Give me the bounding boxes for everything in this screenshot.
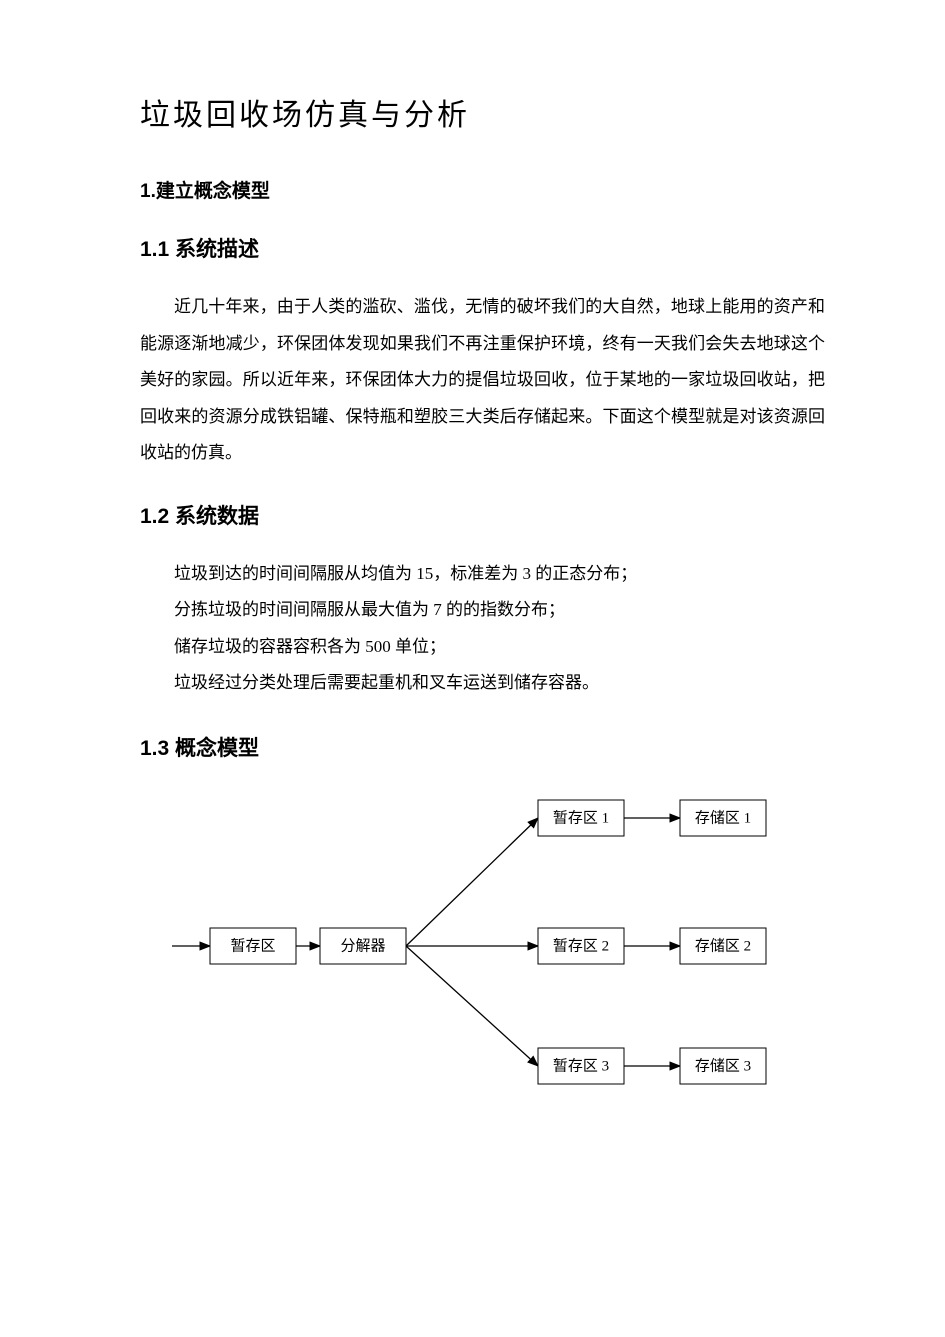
flow-node-label: 暂存区 1 (553, 809, 609, 826)
flow-edge (406, 818, 538, 946)
data-line: 垃圾经过分类处理后需要起重机和叉车运送到储存容器。 (140, 665, 825, 702)
flow-node-store1: 存储区 1 (680, 800, 766, 836)
section-1-heading: 1.建立概念模型 (140, 176, 825, 203)
flow-node-label: 存储区 3 (695, 1057, 751, 1074)
concept-diagram: 暂存区 分解器 暂存区 1 暂存区 2 暂存区 3 存储区 1 存储区 2 存储区 3 (160, 788, 820, 1098)
flow-node-label: 暂存区 3 (553, 1057, 609, 1074)
flow-node-label: 存储区 1 (695, 809, 751, 826)
flow-node-label: 暂存区 (230, 937, 275, 954)
flow-edge (406, 946, 538, 1066)
flow-node-label: 存储区 2 (695, 937, 751, 954)
flow-node-stage3: 暂存区 3 (538, 1048, 624, 1084)
flow-node-store3: 存储区 3 (680, 1048, 766, 1084)
section-1-2-heading: 1.2 系统数据 (140, 500, 825, 530)
data-line: 垃圾到达的时间间隔服从均值为 15，标准差为 3 的正态分布； (140, 556, 825, 593)
flow-node-label: 暂存区 2 (553, 937, 609, 954)
section-1-1-paragraph: 近几十年来，由于人类的滥砍、滥伐，无情的破坏我们的大自然，地球上能用的资产和能源… (140, 289, 825, 472)
page-title: 垃圾回收场仿真与分析 (140, 90, 825, 134)
section-1-3-heading: 1.3 概念模型 (140, 732, 825, 762)
flow-node-store2: 存储区 2 (680, 928, 766, 964)
flowchart-svg: 暂存区 分解器 暂存区 1 暂存区 2 暂存区 3 存储区 1 存储区 2 存储区 3 (160, 788, 820, 1098)
flow-node-stage2: 暂存区 2 (538, 928, 624, 964)
flow-node-label: 分解器 (340, 937, 385, 954)
flow-node-splitter: 分解器 (320, 928, 406, 964)
data-line: 分拣垃圾的时间间隔服从最大值为 7 的的指数分布； (140, 592, 825, 629)
flow-node-staging: 暂存区 (210, 928, 296, 964)
flow-node-stage1: 暂存区 1 (538, 800, 624, 836)
data-line: 储存垃圾的容器容积各为 500 单位； (140, 629, 825, 666)
section-1-1-heading: 1.1 系统描述 (140, 233, 825, 263)
section-1-2-data: 垃圾到达的时间间隔服从均值为 15，标准差为 3 的正态分布； 分拣垃圾的时间间… (140, 556, 825, 702)
